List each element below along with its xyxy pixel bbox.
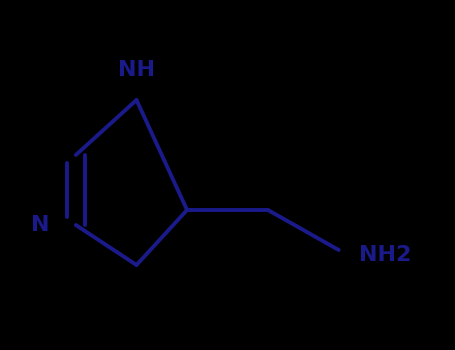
Text: NH2: NH2 [359,245,411,265]
Text: N: N [31,215,50,235]
Text: NH: NH [118,60,155,80]
